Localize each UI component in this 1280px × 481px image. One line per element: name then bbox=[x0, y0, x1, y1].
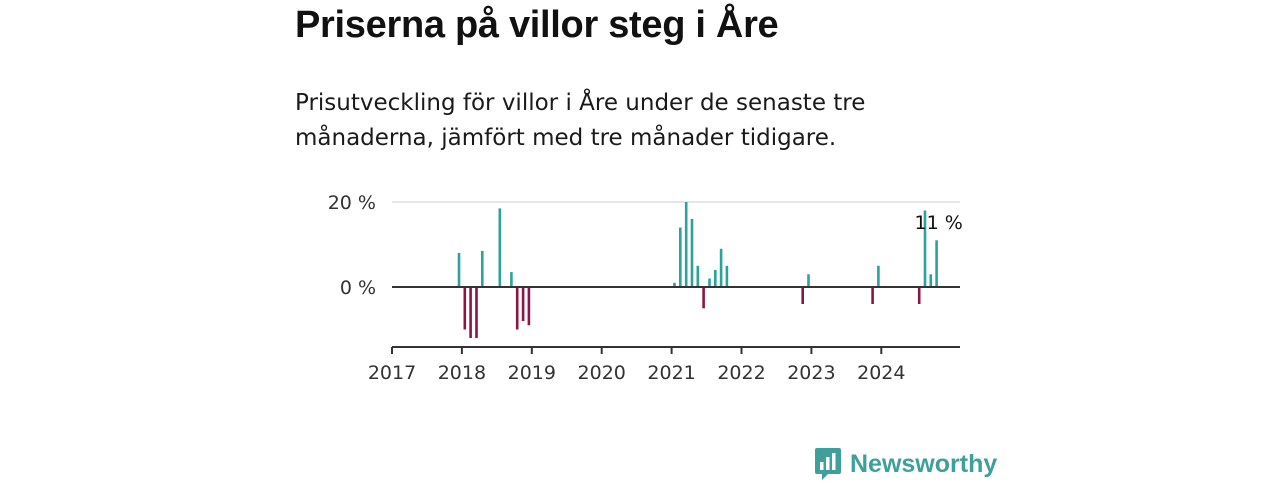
y-tick-label: 20 % bbox=[328, 192, 376, 214]
page-title: Priserna på villor steg i Åre bbox=[295, 4, 779, 46]
bar-positive bbox=[877, 265, 880, 288]
bar-negative bbox=[702, 287, 705, 309]
y-tick-label: 0 % bbox=[340, 277, 376, 299]
bar-negative bbox=[801, 287, 804, 304]
bar-negative bbox=[917, 287, 921, 304]
bar-positive bbox=[725, 265, 729, 288]
bar-negative bbox=[469, 287, 472, 338]
x-tick-label: 2017 bbox=[368, 362, 416, 384]
newsworthy-logo: Newsworthy bbox=[814, 447, 997, 481]
bar-positive bbox=[673, 282, 676, 288]
x-tick-label: 2021 bbox=[647, 362, 695, 384]
x-tick-label: 2022 bbox=[717, 362, 765, 384]
bar-negative bbox=[515, 287, 519, 330]
data-label: 11 % bbox=[914, 212, 962, 234]
bar-positive bbox=[923, 210, 927, 287]
bar-negative bbox=[871, 287, 874, 304]
page-subtitle: Prisutveckling för villor i Åre under de… bbox=[295, 90, 866, 151]
bar-positive bbox=[481, 250, 484, 287]
bar-positive bbox=[510, 272, 513, 287]
bar-positive bbox=[690, 219, 694, 287]
bar-negative bbox=[527, 287, 531, 326]
bar-positive bbox=[807, 274, 810, 288]
bar-positive bbox=[684, 202, 688, 287]
bar-negative bbox=[475, 287, 478, 338]
bar-chart-logo-icon bbox=[815, 448, 841, 480]
x-tick-label: 2019 bbox=[508, 362, 556, 384]
x-tick-label: 2020 bbox=[578, 362, 626, 384]
x-tick-label: 2023 bbox=[787, 362, 835, 384]
bar-positive bbox=[679, 227, 682, 287]
bar-positive bbox=[719, 248, 723, 288]
x-tick-label: 2024 bbox=[857, 362, 905, 384]
bar-positive bbox=[696, 265, 700, 288]
bar-positive bbox=[714, 270, 717, 287]
bar-positive bbox=[457, 253, 461, 287]
brand-name: Newsworthy bbox=[850, 449, 998, 478]
x-tick-label: 2018 bbox=[438, 362, 486, 384]
bar-positive bbox=[929, 274, 933, 288]
bar-negative bbox=[463, 287, 467, 330]
bar-positive bbox=[708, 278, 711, 287]
bar-positive bbox=[498, 208, 502, 287]
bar-positive bbox=[935, 240, 938, 288]
bar-chart: 0 % 20 % 2017 2018 2019 2020 2021 2022 2023 2024 1… bbox=[328, 192, 963, 384]
bar-negative bbox=[521, 287, 525, 321]
